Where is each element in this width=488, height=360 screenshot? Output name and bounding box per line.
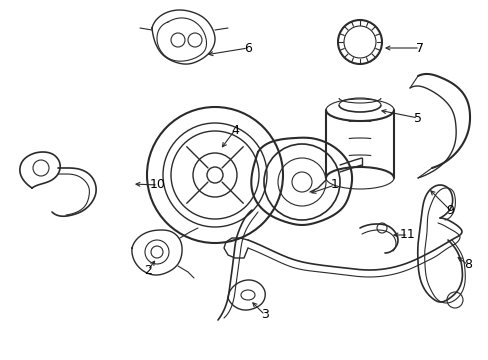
Text: 5: 5 (413, 112, 421, 125)
Text: 8: 8 (463, 258, 471, 271)
Text: 10: 10 (150, 179, 165, 192)
Text: 1: 1 (330, 179, 338, 192)
Text: 6: 6 (244, 41, 251, 54)
Text: 9: 9 (445, 203, 453, 216)
Text: 3: 3 (261, 309, 268, 321)
Text: 11: 11 (399, 229, 415, 242)
Text: 7: 7 (415, 41, 423, 54)
Text: 2: 2 (144, 264, 152, 276)
Text: 4: 4 (231, 123, 239, 136)
